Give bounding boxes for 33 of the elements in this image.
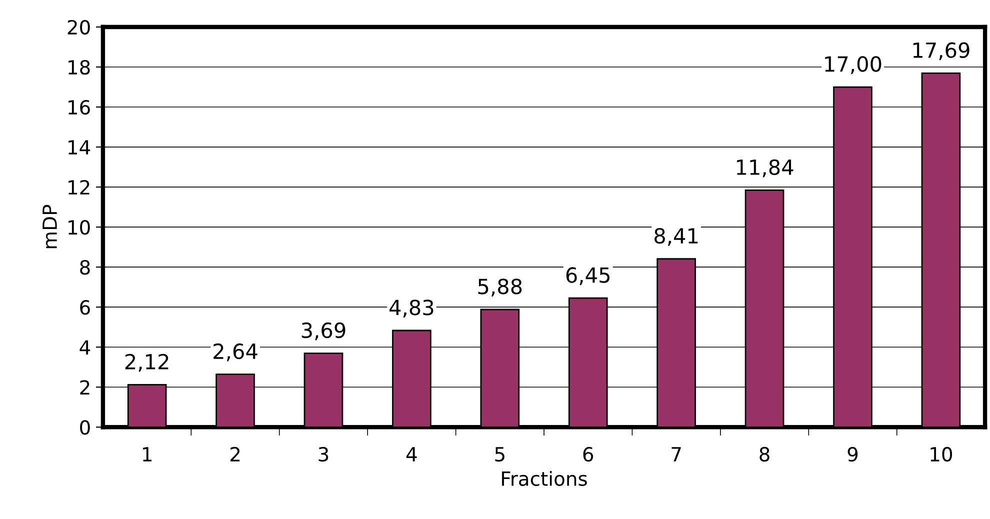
y-tick-label: 6: [80, 300, 90, 315]
x-tick-label: 5: [495, 447, 504, 462]
x-tick-label: 6: [583, 446, 594, 462]
x-tick-label: 7: [672, 447, 681, 462]
x-tick-label: 1: [143, 447, 152, 462]
data-label: 17,69: [913, 42, 970, 60]
y-tick-label: 8: [80, 260, 90, 275]
y-tick-label: 12: [68, 180, 90, 194]
data-label: 8,41: [654, 228, 698, 246]
data-label: 17,00: [825, 56, 882, 74]
data-label: 4,83: [390, 300, 434, 318]
x-tick-label: 10: [930, 446, 952, 462]
data-label: 11,84: [736, 159, 794, 178]
y-tick-label: 10: [68, 220, 90, 235]
x-tick-label: 4: [406, 447, 417, 462]
x-tick-label: 8: [760, 446, 770, 462]
data-label: 2,12: [125, 354, 168, 372]
data-label: 6,45: [566, 267, 610, 286]
x-tick-label: 9: [848, 446, 858, 462]
y-tick-label: 4: [80, 340, 90, 354]
data-label: 3,69: [302, 322, 346, 340]
x-tick-label: 3: [318, 446, 328, 462]
y-tick-label: 18: [68, 60, 90, 75]
data-label: 2,64: [214, 343, 258, 362]
x-tick-label: 2: [230, 446, 240, 462]
y-tick-label: 0: [80, 420, 90, 435]
y-tick-label: 16: [68, 100, 90, 115]
y-axis-title: mDP: [42, 204, 57, 248]
y-tick-label: 14: [68, 140, 90, 154]
data-label: 5,88: [478, 278, 522, 296]
y-tick-label: 20: [68, 20, 90, 35]
y-tick-label: 2: [80, 380, 90, 395]
x-axis-title: Fractions: [502, 470, 587, 486]
